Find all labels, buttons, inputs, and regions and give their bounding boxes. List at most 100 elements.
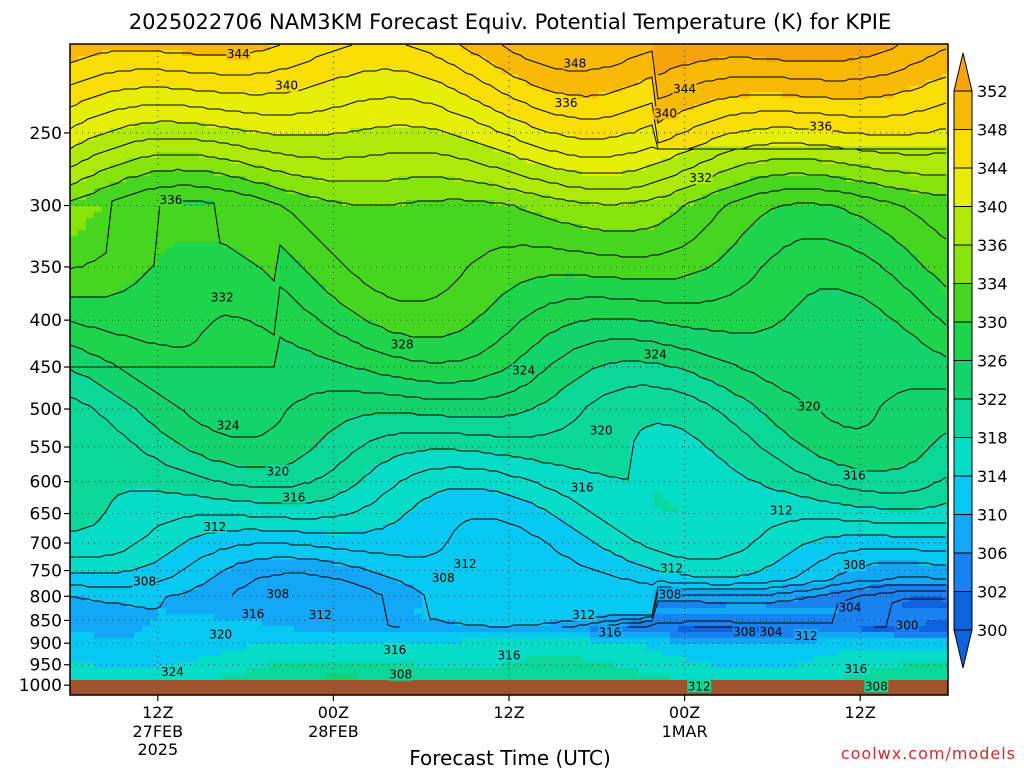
field-cell — [854, 122, 863, 129]
field-cell — [262, 62, 271, 69]
field-cell — [614, 158, 623, 165]
field-cell — [158, 92, 167, 99]
field-cell — [270, 110, 279, 117]
field-cell — [894, 218, 903, 225]
field-cell — [502, 188, 511, 195]
field-cell — [510, 92, 519, 99]
field-cell — [334, 266, 343, 273]
field-cell — [870, 176, 879, 183]
field-cell — [446, 290, 455, 297]
field-cell — [134, 296, 143, 303]
field-cell — [478, 110, 487, 117]
field-cell — [126, 302, 135, 309]
field-cell — [78, 314, 87, 321]
field-cell — [118, 104, 127, 111]
field-cell — [238, 314, 247, 321]
field-cell — [318, 158, 327, 165]
field-cell — [70, 302, 79, 309]
field-cell — [350, 266, 359, 273]
field-cell — [302, 134, 311, 141]
field-cell — [382, 104, 391, 111]
field-cell — [438, 188, 447, 195]
field-cell — [134, 164, 143, 171]
field-cell — [910, 50, 919, 57]
field-cell — [294, 92, 303, 99]
field-cell — [662, 236, 671, 243]
field-cell — [774, 272, 783, 279]
field-cell — [462, 170, 471, 177]
field-cell — [574, 218, 583, 225]
field-cell — [102, 296, 111, 303]
field-cell — [510, 254, 519, 261]
field-cell — [134, 110, 143, 117]
field-cell — [758, 218, 767, 225]
field-cell — [646, 158, 655, 165]
field-cell — [718, 164, 727, 171]
field-cell — [78, 146, 87, 153]
field-cell — [254, 116, 263, 123]
field-cell — [430, 50, 439, 57]
field-cell — [270, 254, 279, 261]
field-cell — [806, 68, 815, 75]
field-cell — [934, 200, 943, 207]
field-cell — [406, 86, 415, 93]
field-cell — [198, 296, 207, 303]
field-cell — [382, 254, 391, 261]
field-cell — [894, 254, 903, 261]
field-cell — [342, 224, 351, 231]
field-cell — [246, 170, 255, 177]
field-cell — [654, 170, 663, 177]
field-cell — [678, 278, 687, 285]
field-cell — [798, 176, 807, 183]
field-cell — [166, 278, 175, 285]
field-cell — [646, 164, 655, 171]
field-cell — [798, 212, 807, 219]
field-cell — [630, 152, 639, 159]
field-cell — [934, 206, 943, 213]
field-cell — [646, 206, 655, 213]
field-cell — [118, 230, 127, 237]
field-cell — [254, 140, 263, 147]
field-cell — [814, 92, 823, 99]
field-cell — [846, 260, 855, 267]
field-cell — [894, 176, 903, 183]
field-cell — [662, 224, 671, 231]
field-cell — [502, 176, 511, 183]
field-cell — [638, 182, 647, 189]
field-cell — [894, 224, 903, 231]
field-cell — [710, 224, 719, 231]
field-cell — [446, 224, 455, 231]
field-cell — [142, 44, 151, 51]
field-cell — [254, 212, 263, 219]
field-cell — [246, 152, 255, 159]
field-cell — [446, 212, 455, 219]
field-cell — [174, 212, 183, 219]
field-cell — [262, 182, 271, 189]
field-cell — [222, 230, 231, 237]
field-cell — [278, 314, 287, 321]
field-cell — [942, 242, 948, 249]
field-cell — [294, 230, 303, 237]
field-cell — [494, 110, 503, 117]
field-cell — [198, 284, 207, 291]
field-cell — [662, 188, 671, 195]
field-cell — [422, 86, 431, 93]
field-cell — [486, 128, 495, 135]
field-cell — [342, 248, 351, 255]
field-cell — [166, 122, 175, 129]
field-cell — [158, 236, 167, 243]
field-cell — [198, 236, 207, 243]
field-cell — [814, 224, 823, 231]
field-cell — [430, 194, 439, 201]
field-cell — [830, 284, 839, 291]
field-cell — [254, 230, 263, 237]
field-cell — [726, 92, 735, 99]
field-cell — [862, 116, 871, 123]
field-cell — [894, 266, 903, 273]
field-cell — [366, 314, 375, 321]
field-cell — [726, 224, 735, 231]
field-cell — [414, 212, 423, 219]
field-cell — [870, 194, 879, 201]
field-cell — [278, 92, 287, 99]
field-cell — [134, 314, 143, 321]
